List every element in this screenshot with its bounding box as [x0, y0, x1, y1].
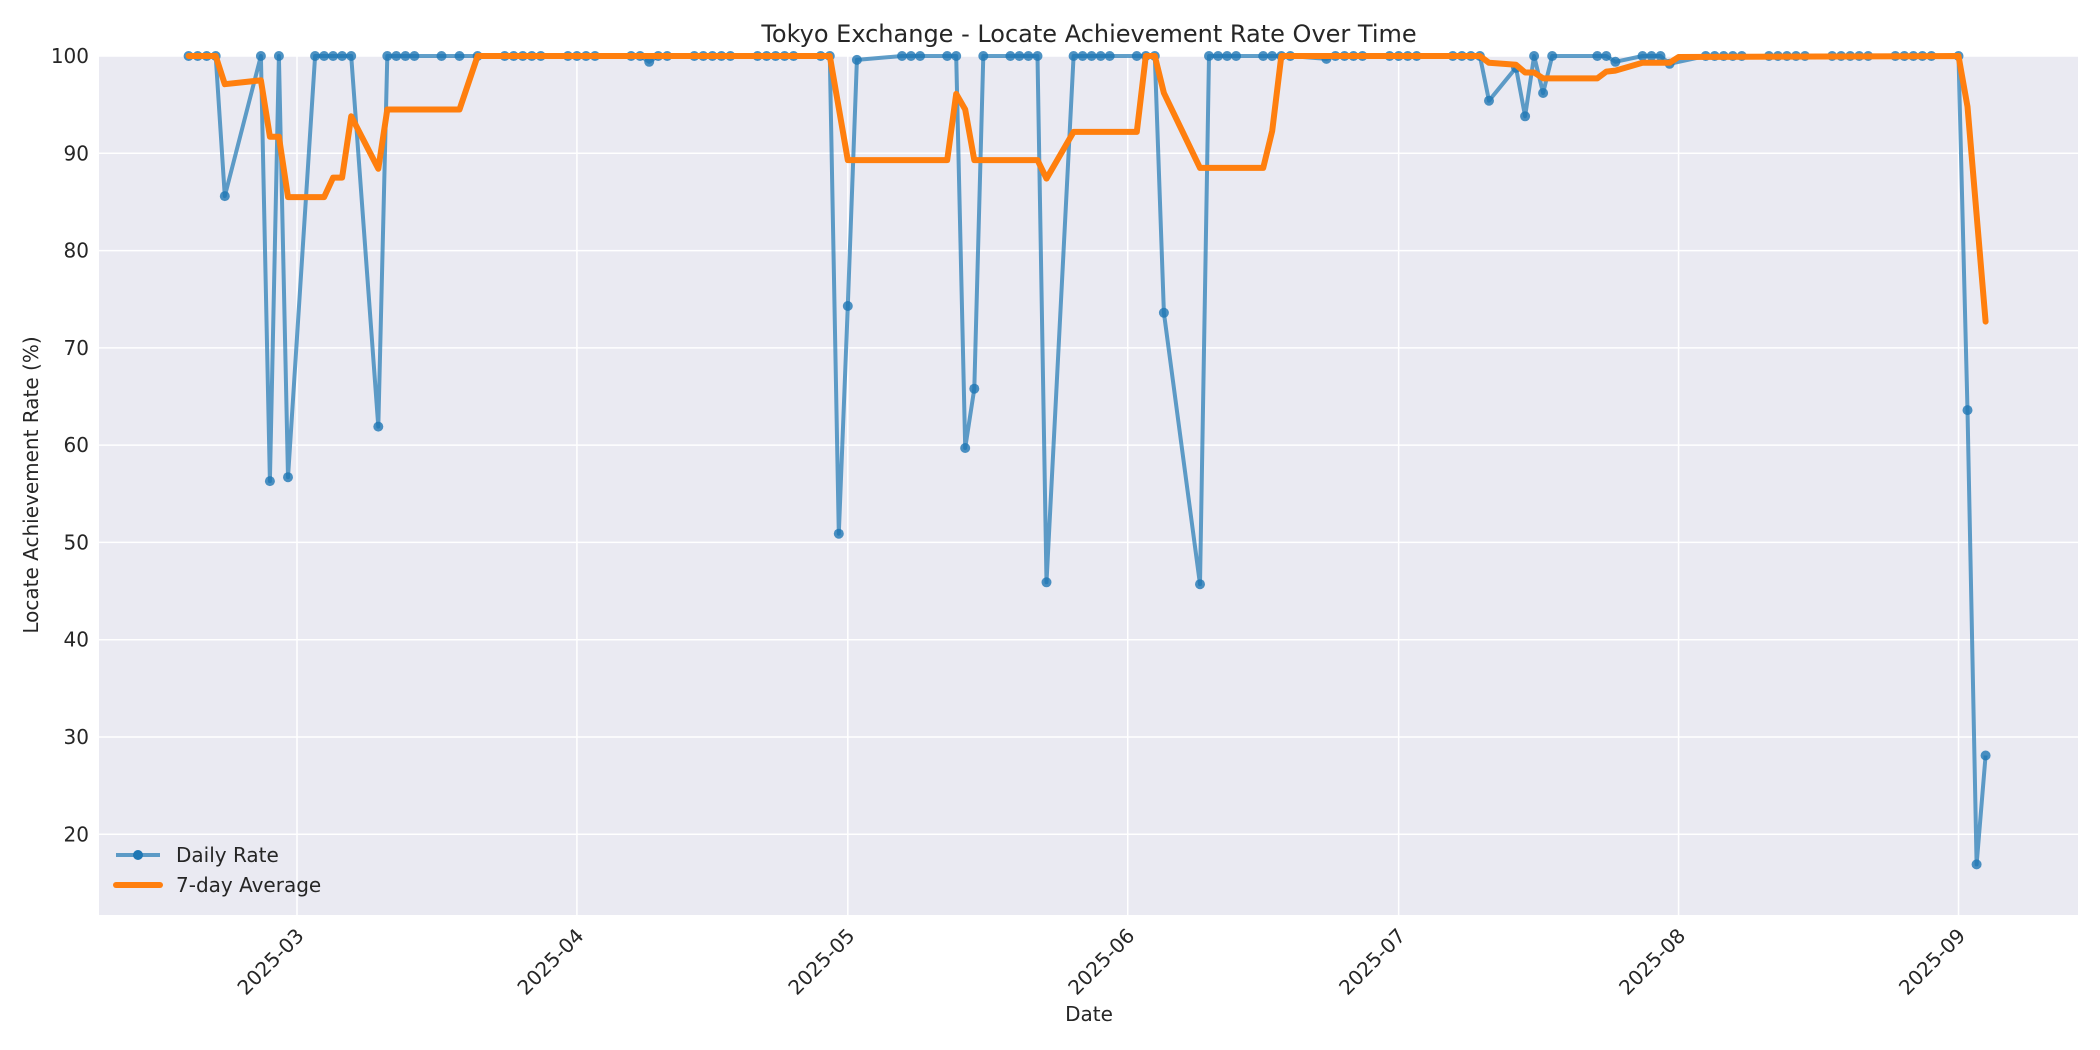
legend: Daily Rate 7-day Average: [113, 843, 321, 897]
y-tick-label: 90: [64, 141, 89, 165]
daily-rate-marker: [1258, 51, 1269, 61]
daily-rate-marker: [1529, 51, 1540, 61]
seven-day-average-series: [185, 53, 1989, 325]
y-tick-label: 20: [64, 822, 89, 846]
daily-rate-marker: [1204, 51, 1214, 61]
daily-rate-marker: [1601, 51, 1612, 61]
daily-rate-marker: [391, 51, 402, 61]
daily-rate-marker: [1131, 51, 1142, 61]
daily-rate-marker: [1095, 51, 1106, 61]
daily-rate-marker: [842, 301, 853, 311]
daily-rate-marker: [906, 51, 916, 61]
daily-rate-marker: [1104, 51, 1115, 61]
daily-rate-marker: [1547, 51, 1558, 61]
daily-rate-marker: [644, 56, 655, 67]
daily-rate-marker: [915, 51, 926, 61]
plot-area: [99, 56, 2078, 915]
daily-rate-marker: [1592, 51, 1603, 61]
daily-rate-marker: [1610, 56, 1621, 67]
daily-rate-marker: [1032, 51, 1043, 61]
daily-rate-marker: [337, 51, 348, 61]
x-tick-label: 2025-06: [1063, 924, 1139, 1000]
daily-rate-marker: [951, 51, 962, 61]
legend-avg-label: 7-day Average: [176, 873, 321, 897]
daily-rate-marker: [1231, 51, 1242, 61]
daily-rate-marker: [1077, 51, 1088, 61]
daily-rate-marker: [960, 443, 971, 453]
daily-rate-marker: [1014, 51, 1025, 61]
daily-rate-marker: [1646, 51, 1657, 61]
daily-rate-marker: [1195, 579, 1205, 590]
x-axis-ticks: 2025-03 2025-04 2025-05 2025-06 2025-07 2025-…: [232, 924, 1970, 1000]
daily-rate-marker: [1023, 51, 1034, 61]
daily-rate-marker: [273, 51, 284, 61]
x-tick-label: 2025-07: [1334, 924, 1410, 1000]
daily-rate-marker: [1005, 51, 1016, 61]
daily-rate-marker: [1068, 51, 1079, 61]
legend-daily-marker-icon: [133, 850, 143, 860]
daily-rate-marker: [1158, 307, 1169, 318]
daily-rate-marker: [1213, 51, 1224, 61]
daily-rate-marker: [1520, 111, 1531, 122]
legend-daily-label: Daily Rate: [176, 843, 279, 867]
daily-rate-marker: [382, 51, 393, 61]
daily-rate-marker: [1980, 750, 1991, 761]
daily-rate-marker: [409, 51, 420, 61]
daily-rate-marker: [319, 51, 330, 61]
y-tick-label: 100: [51, 44, 89, 68]
daily-rate-marker: [1962, 405, 1973, 416]
daily-rate-marker: [1637, 51, 1648, 61]
daily-rate-marker: [454, 51, 465, 61]
y-tick-label: 60: [64, 433, 89, 457]
daily-rate-marker: [978, 51, 989, 61]
daily-rate-marker: [1655, 51, 1666, 61]
x-axis-label: Date: [1065, 1002, 1113, 1026]
daily-rate-marker: [283, 472, 293, 483]
daily-rate-marker: [328, 51, 339, 61]
seven-day-average-line: [185, 53, 1989, 325]
daily-rate-marker: [1538, 88, 1549, 98]
daily-rate-marker: [373, 421, 384, 432]
daily-rate-marker: [1484, 95, 1494, 106]
y-axis-ticks: 20 30 40 50 60 70 80 90 100: [51, 44, 89, 846]
daily-rate-marker: [1041, 577, 1052, 588]
daily-rate-marker: [436, 51, 447, 61]
y-axis-label: Locate Achievement Rate (%): [19, 336, 43, 633]
daily-rate-marker: [219, 191, 230, 202]
daily-rate-marker: [851, 54, 862, 65]
x-tick-label: 2025-09: [1894, 924, 1970, 1000]
daily-rate-marker: [833, 528, 844, 539]
y-tick-label: 30: [64, 725, 89, 749]
x-tick-label: 2025-03: [232, 924, 308, 1000]
chart-title: Tokyo Exchange - Locate Achievement Rate…: [760, 20, 1416, 48]
y-tick-label: 40: [64, 628, 89, 652]
daily-rate-marker: [264, 476, 275, 487]
daily-rate-marker: [255, 51, 266, 61]
y-tick-label: 50: [64, 530, 89, 554]
daily-rate-marker: [1267, 51, 1278, 61]
daily-rate-marker: [346, 51, 357, 61]
gridlines: [99, 55, 2078, 915]
daily-rate-marker: [969, 383, 980, 394]
daily-rate-marker: [1971, 859, 1982, 870]
x-tick-label: 2025-04: [512, 924, 588, 1000]
daily-rate-marker: [1222, 51, 1233, 61]
x-tick-label: 2025-08: [1614, 924, 1690, 1000]
x-tick-label: 2025-05: [783, 924, 859, 1000]
daily-rate-marker: [400, 51, 411, 61]
y-tick-label: 80: [64, 239, 89, 263]
daily-rate-marker: [942, 51, 953, 61]
daily-rate-marker: [310, 51, 321, 61]
daily-rate-marker: [897, 51, 907, 61]
daily-rate-marker: [1086, 51, 1097, 61]
y-tick-label: 70: [64, 336, 89, 360]
